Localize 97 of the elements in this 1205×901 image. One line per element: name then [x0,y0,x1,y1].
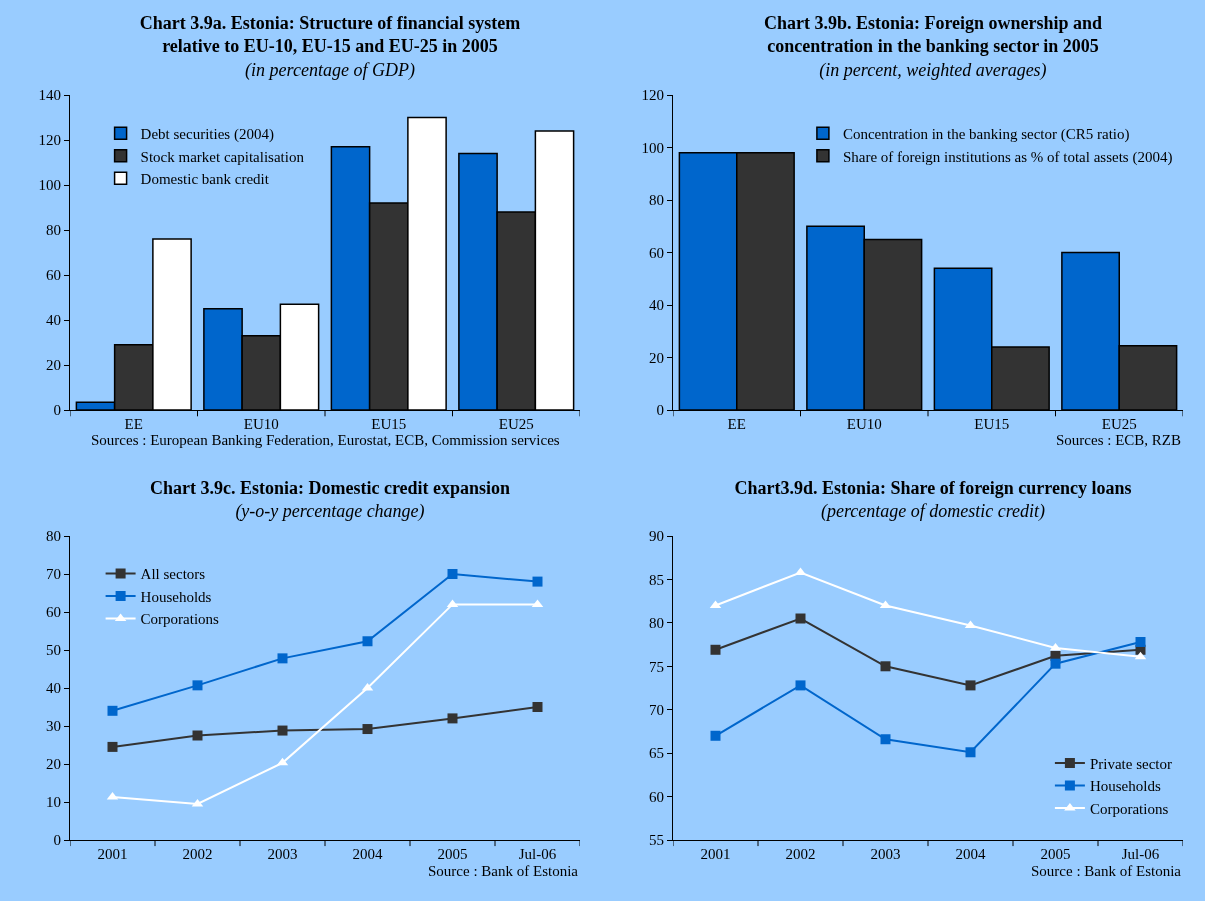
legend-label: Private sector [1089,755,1172,772]
chart-title: Chart 3.9b. Estonia: Foreign ownership and concentration in the banking sector in 2005 [763,13,1103,57]
legend-label: Debt securities (2004) [140,126,274,144]
legend-label: Concentration in the banking sector (CR5 ratio) [842,126,1130,144]
point [447,569,458,579]
point [277,653,288,664]
y-tick-label: 80 [46,222,61,239]
point [795,613,806,624]
x-tick-label: 2004 [955,846,986,862]
point [710,644,721,655]
chart-subtitle: (in percent, weighted averages) [819,59,1047,81]
point [965,747,976,758]
point [1135,636,1146,647]
x-tick-label: 2005 [437,846,468,862]
x-tick-label: EE [124,416,143,432]
y-tick-label: 60 [649,244,664,261]
x-tick-label: EU25 [498,416,534,432]
chart-title: Chart 3.9a. Estonia: Structure of financial system relative to EU-10, EU-15 and EU-25 in 2005 [139,13,521,57]
y-tick-label: 40 [649,297,664,314]
point [1050,658,1061,669]
x-tick-label: 2001 [97,846,128,862]
point [795,680,806,691]
y-tick-label: 140 [38,87,61,104]
y-tick-label: 70 [46,566,61,583]
y-tick-label: 20 [46,357,61,374]
y-tick-label: 120 [38,132,61,149]
x-tick-label: Jul-06 [518,846,557,862]
y-tick-label: 0 [656,402,664,419]
y-tick-label: 80 [649,192,664,209]
point [880,661,891,672]
source-note: Sources : European Banking Federation, Eurostat, ECB, Commission services [91,432,560,448]
legend-label: Share of foreign institutions as % of total assets (2004) [842,148,1173,166]
legend-label: All sectors [140,566,206,583]
y-tick-label: 30 [46,718,61,735]
y-tick-label: 70 [649,701,664,718]
chart-title: Chart 3.9c. Estonia: Domestic credit expansion [149,478,511,498]
chart-title: Chart3.9d. Estonia: Share of foreign currency loans [734,478,1132,498]
point [532,576,543,587]
y-tick-label: 10 [46,794,61,811]
x-tick-label: EU10 [243,416,279,432]
legend-label: Households [140,588,212,605]
y-tick-label: 120 [641,87,664,104]
point [447,713,458,724]
point [710,730,721,741]
y-tick-label: 85 [649,571,664,588]
x-tick-label: EU10 [846,416,882,432]
y-tick-label: 0 [53,832,61,849]
x-tick-label: 2003 [870,846,901,862]
y-tick-label: 90 [649,528,664,545]
legend-label: Stock market capitalisation [140,148,305,165]
point [107,705,118,716]
y-tick-label: 80 [46,528,61,545]
x-tick-label: 2005 [1040,846,1071,862]
y-tick-label: 40 [46,312,61,329]
x-tick-label: Jul-06 [1121,846,1160,862]
x-tick-label: EE [727,416,746,432]
x-tick-label: 2002 [785,846,816,862]
point [192,730,203,741]
point [107,741,118,752]
legend-label: Corporations [140,611,220,628]
y-tick-label: 20 [46,756,61,773]
x-tick-label: 2003 [267,846,298,862]
y-tick-label: 60 [46,267,61,284]
y-tick-label: 100 [38,177,61,194]
x-tick-label: EU15 [974,416,1010,432]
chart-subtitle: (y-o-y percentage change) [235,501,425,523]
point [880,734,891,745]
y-tick-label: 0 [53,402,61,419]
x-tick-label: 2002 [182,846,213,862]
y-tick-label: 65 [649,745,664,762]
point [277,725,288,736]
point [192,680,203,691]
y-tick-label: 100 [641,139,664,156]
chart-subtitle: (percentage of domestic credit) [820,501,1046,523]
y-tick-label: 20 [649,349,664,366]
y-tick-label: 40 [46,680,61,697]
y-tick-label: 75 [649,658,664,675]
point [532,702,543,712]
y-tick-label: 60 [649,788,664,805]
legend-label: Corporations [1089,800,1169,817]
point [362,636,373,647]
chart-subtitle: (in percentage of GDP) [245,59,415,81]
y-tick-label: 60 [46,604,61,621]
x-tick-label: 2004 [352,846,383,862]
x-tick-label: EU25 [1101,416,1137,432]
legend-label: Households [1089,778,1161,795]
source-note: Sources : ECB, RZB [1056,432,1182,448]
point [362,724,373,735]
y-tick-label: 80 [649,615,664,632]
source-note: Source : Bank of Estonia [1031,863,1182,879]
source-note: Source : Bank of Estonia [428,863,579,879]
y-tick-label: 55 [649,832,664,849]
point [965,680,976,691]
legend-label: Domestic bank credit [140,171,270,188]
y-tick-label: 50 [46,642,61,659]
x-tick-label: 2001 [700,846,731,862]
x-tick-label: EU15 [371,416,407,432]
